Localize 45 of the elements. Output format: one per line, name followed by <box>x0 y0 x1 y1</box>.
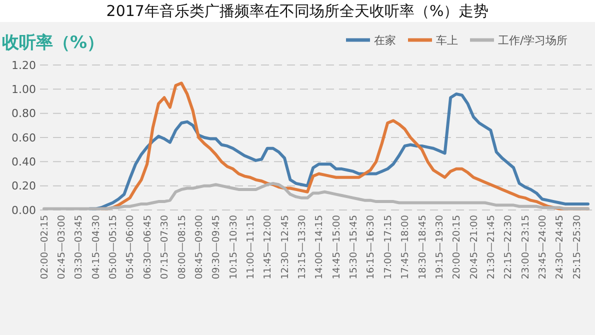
x-tick-label: 06:30—06:45 <box>142 215 154 280</box>
x-tick-label: 21:30—21:45 <box>486 215 497 280</box>
x-tick-label: 04:15—04:30 <box>90 215 102 280</box>
chart-title: 2017年音乐类广播频率在不同场所全天收听率（%）走势 <box>106 2 489 20</box>
x-tick-label: 02:00—02:15 <box>39 215 50 280</box>
x-tick-label: 18:30—18:45 <box>417 215 428 280</box>
x-tick-label: 08:45—09:00 <box>194 215 205 280</box>
x-tick-label: 23:00—23:15 <box>520 215 532 280</box>
legend-label: 在家 <box>374 34 396 47</box>
x-tick-label: 23:45—24:00 <box>538 215 549 280</box>
y-tick-label: 0.20 <box>12 180 36 193</box>
x-tick-label: 10:15—10:30 <box>228 215 240 280</box>
x-tick-label: 03:30—03:45 <box>74 215 85 280</box>
legend-label: 工作/学习场所 <box>498 34 568 47</box>
x-tick-label: 13:15—13:30 <box>297 215 308 280</box>
x-tick-label: 07:15—07:30 <box>160 215 171 280</box>
x-tick-label: 11:45—12:00 <box>262 215 274 280</box>
x-tick-label: 20:00—20:15 <box>452 215 463 280</box>
x-tick-label: 22:15—22:30 <box>503 215 514 280</box>
x-tick-label: 05:45—06:00 <box>125 215 136 280</box>
x-tick-label: 11:00—11:15 <box>245 215 256 280</box>
x-tick-label: 12:30—12:45 <box>280 215 291 280</box>
x-tick-label: 17:00—17:15 <box>382 215 394 280</box>
x-tick-label: 09:30—09:45 <box>211 215 222 280</box>
x-tick-label: 20:45—21:00 <box>468 215 480 280</box>
x-tick-label: 14:45—15:00 <box>331 215 342 280</box>
y-tick-label: 1.20 <box>12 58 36 72</box>
legend-label: 车上 <box>436 34 458 47</box>
x-tick-label: 08:00—08:15 <box>176 215 188 280</box>
line-series <box>42 182 590 210</box>
y-tick-label: 0.00 <box>12 204 36 217</box>
x-tick-label: 05:00—05:15 <box>108 215 120 280</box>
x-tick-label: 02:45—03:00 <box>56 215 68 280</box>
x-tick-label: 24:30—24:45 <box>554 215 566 280</box>
x-tick-label: 19:15—19:30 <box>434 215 446 280</box>
y-tick-label: 1.00 <box>12 83 36 96</box>
y-tick-label: 0.80 <box>12 107 36 120</box>
y-tick-label: 0.40 <box>12 156 36 169</box>
x-tick-label: 17:45—18:00 <box>400 215 412 280</box>
x-tick-label: 14:00—14:15 <box>314 215 326 280</box>
x-tick-label: 25:15—25:30 <box>572 215 583 280</box>
x-tick-label: 15:30—15:45 <box>348 215 360 280</box>
x-tick-label: 16:15—16:30 <box>366 215 377 280</box>
y-axis-title: 收听率（%） <box>2 33 104 53</box>
y-tick-label: 0.60 <box>12 131 36 144</box>
